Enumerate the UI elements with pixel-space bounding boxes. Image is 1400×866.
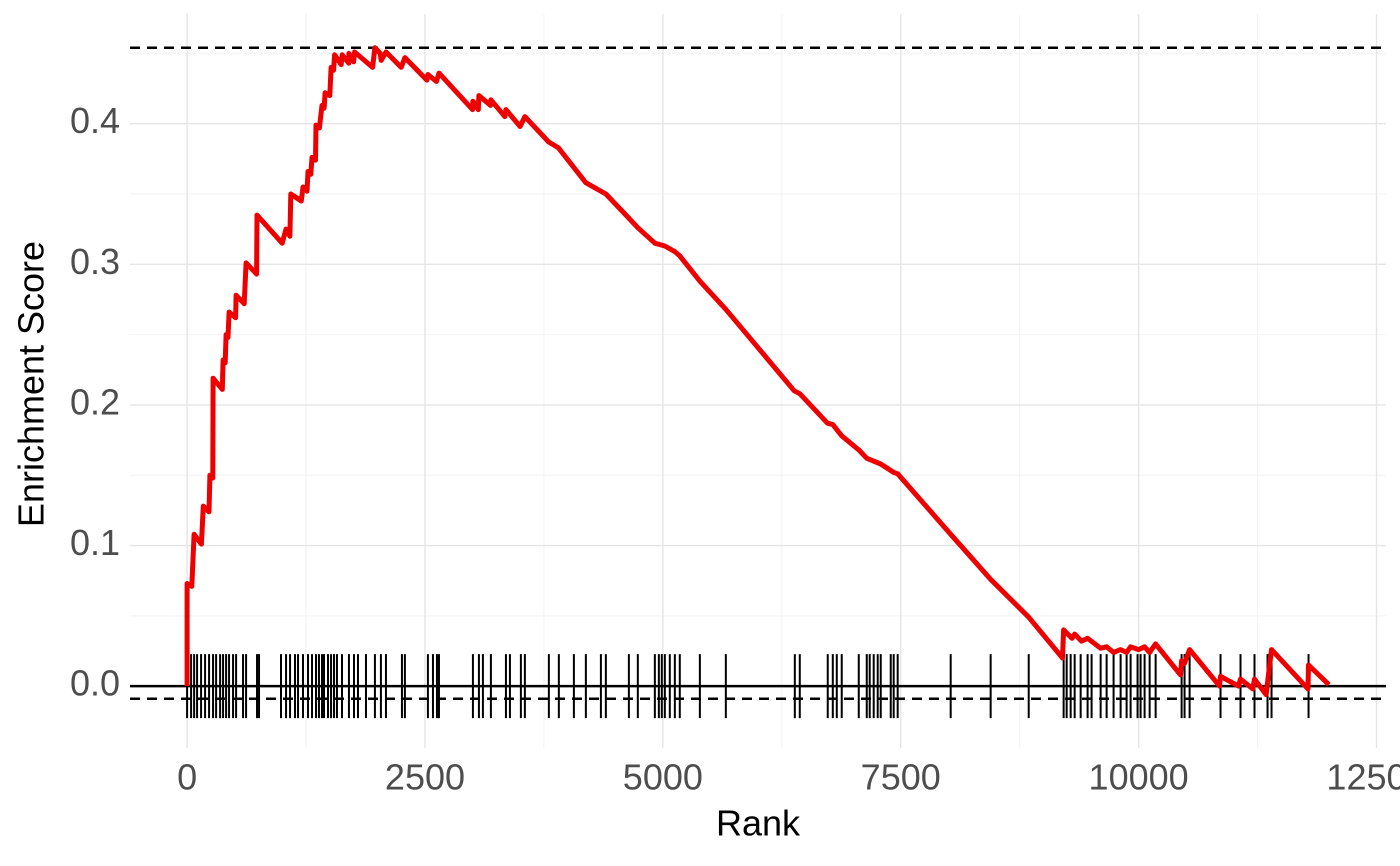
x-tick-label: 0 bbox=[177, 757, 197, 798]
x-tick-label: 10000 bbox=[1089, 757, 1189, 798]
y-tick-label: 0.4 bbox=[70, 100, 120, 141]
x-axis-title: Rank bbox=[716, 803, 801, 844]
es-line bbox=[184, 45, 1331, 698]
x-tick-label: 12500 bbox=[1326, 757, 1400, 798]
y-tick-label: 0.0 bbox=[70, 663, 120, 704]
y-tick-label: 0.3 bbox=[70, 241, 120, 282]
y-tick-label: 0.2 bbox=[70, 381, 120, 422]
x-tick-label: 5000 bbox=[623, 757, 703, 798]
y-axis-title: Enrichment Score bbox=[11, 241, 52, 527]
y-tick-label: 0.1 bbox=[70, 522, 120, 563]
x-tick-label: 2500 bbox=[385, 757, 465, 798]
x-tick-label: 7500 bbox=[861, 757, 941, 798]
